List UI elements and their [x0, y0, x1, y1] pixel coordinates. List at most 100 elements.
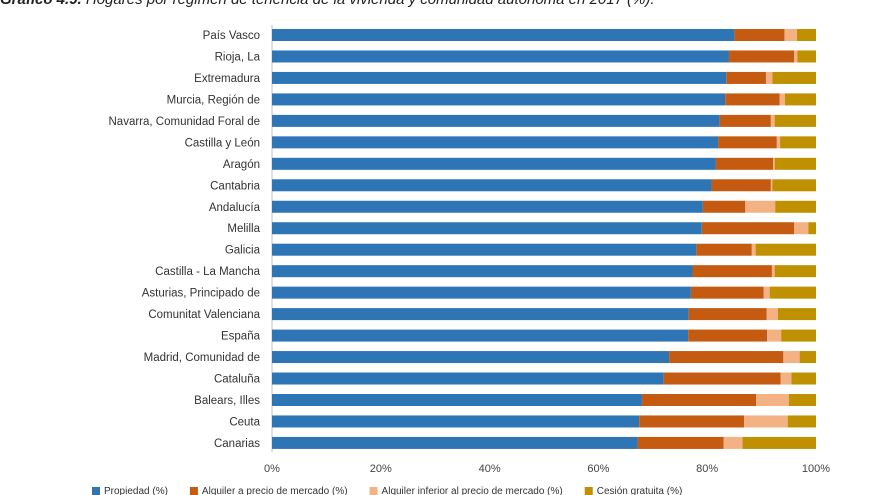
bar-madrid-comunidad-de-series-2	[669, 351, 784, 364]
bar-rioja-la-series-4	[797, 50, 816, 63]
bar-rioja-la-series-2	[728, 50, 795, 63]
bar-castilla-y-leon-series-2	[718, 136, 777, 149]
chart-title-text: Hogares por régimen de tenencia de la vi…	[86, 0, 655, 8]
legend-label-1: Propiedad (%)	[104, 486, 168, 495]
bar-comunitat-valenciana-series-4	[777, 308, 816, 321]
bar-comunitat-valenciana-series-2	[688, 308, 767, 321]
bar-ceuta-series-2	[639, 415, 745, 428]
category-label-comunitat-valenciana: Comunitat Valenciana	[148, 309, 260, 321]
bar-castilla-y-leon-series-4	[780, 136, 816, 149]
bar-balears-illes-series-1	[272, 393, 642, 406]
legend-label-2: Alquiler a precio de mercado (%)	[202, 486, 348, 495]
bar-pais-vasco-series-3	[784, 29, 797, 41]
bar-cantabria-series-2	[711, 179, 771, 192]
category-label-espana: España	[221, 331, 261, 343]
category-label-pais-vasco: País Vasco	[203, 30, 260, 42]
bar-andalucia-series-3	[745, 200, 776, 213]
category-label-madrid-comunidad-de: Madrid, Comunidad de	[144, 352, 260, 364]
category-label-ceuta: Ceuta	[229, 416, 260, 428]
bar-espana-series-3	[767, 329, 782, 342]
bar-melilla-series-4	[808, 222, 816, 235]
bar-galicia-series-4	[755, 243, 816, 256]
category-label-navarra-comunidad-foral-de: Navarra, Comunidad Foral de	[109, 116, 261, 128]
bar-navarra-comunidad-foral-de-series-2	[719, 114, 771, 127]
bar-cataluna-series-3	[780, 372, 792, 385]
bar-aragon-series-1	[272, 157, 716, 170]
bar-balears-illes-series-4	[788, 393, 816, 406]
category-label-canarias: Canarias	[214, 438, 260, 450]
bar-galicia-series-3	[751, 243, 756, 256]
bar-cataluna-series-2	[663, 372, 781, 385]
bar-murcia-region-de-series-4	[784, 93, 816, 106]
bar-cataluna-series-1	[272, 372, 664, 385]
bar-aragon-series-2	[715, 157, 774, 170]
bar-aragon-series-4	[774, 157, 816, 170]
bar-ceuta-series-3	[744, 415, 788, 428]
bar-andalucia-series-2	[702, 200, 746, 213]
bar-espana-series-1	[272, 329, 689, 342]
bar-madrid-comunidad-de-series-1	[272, 351, 670, 364]
bar-comunitat-valenciana-series-3	[766, 308, 778, 321]
bar-murcia-region-de-series-1	[272, 93, 726, 106]
bar-melilla-series-1	[272, 222, 702, 235]
bar-canarias-series-2	[637, 436, 724, 449]
bar-navarra-comunidad-foral-de-series-4	[774, 114, 816, 127]
bar-canarias-series-4	[742, 436, 816, 449]
bar-castilla-la-mancha-series-3	[771, 265, 775, 278]
category-label-melilla: Melilla	[227, 223, 260, 235]
bar-navarra-comunidad-foral-de-series-1	[272, 114, 720, 127]
category-label-andalucia: Andalucía	[209, 202, 261, 214]
bar-castilla-la-mancha-series-2	[692, 265, 772, 278]
bar-galicia-series-1	[272, 243, 697, 256]
x-tick-label-80: 80%	[696, 463, 718, 475]
bar-cantabria-series-3	[770, 179, 773, 192]
bar-ceuta-series-1	[272, 415, 640, 428]
bar-comunitat-valenciana-series-1	[272, 308, 689, 321]
bar-asturias-principado-de-series-2	[690, 286, 764, 299]
bar-asturias-principado-de-series-1	[272, 286, 691, 299]
x-tick-label-40: 40%	[479, 463, 501, 475]
x-tick-label-100: 100%	[802, 463, 830, 475]
category-label-rioja-la: Rioja, La	[215, 51, 261, 63]
bar-pais-vasco-series-1	[272, 29, 735, 41]
bar-andalucia-series-1	[272, 200, 703, 213]
bar-murcia-region-de-series-2	[725, 93, 780, 106]
bar-andalucia-series-4	[775, 200, 816, 213]
bar-pais-vasco-series-2	[734, 29, 785, 41]
x-tick-label-0: 0%	[264, 463, 280, 475]
bar-extremadura-series-4	[772, 71, 816, 84]
legend-swatch-1	[92, 487, 100, 495]
category-label-murcia-region-de: Murcia, Región de	[167, 94, 260, 106]
bar-galicia-series-2	[696, 243, 752, 256]
bar-espana-series-2	[688, 329, 768, 342]
bar-canarias-series-1	[272, 436, 638, 449]
category-label-cantabria: Cantabria	[210, 180, 260, 192]
category-label-castilla-la-mancha: Castilla - La Mancha	[155, 266, 260, 278]
x-tick-label-20: 20%	[370, 463, 392, 475]
bar-madrid-comunidad-de-series-4	[799, 351, 816, 364]
bar-navarra-comunidad-foral-de-series-3	[770, 114, 775, 127]
bar-balears-illes-series-3	[756, 393, 789, 406]
category-label-galicia: Galicia	[225, 245, 261, 257]
bar-extremadura-series-2	[726, 71, 766, 84]
bar-ceuta-series-4	[787, 415, 816, 428]
bar-melilla-series-3	[794, 222, 809, 235]
category-label-balears-illes: Balears, Illes	[194, 395, 260, 407]
bar-pais-vasco-series-4	[796, 29, 816, 41]
category-label-cataluna: Cataluña	[214, 374, 261, 386]
bar-cataluna-series-4	[791, 372, 816, 385]
bar-aragon-series-3	[773, 157, 775, 170]
chart-title: Gráfico 4.9. Hogares por régimen de tene…	[0, 0, 880, 11]
bar-murcia-region-de-series-3	[779, 93, 785, 106]
bar-balears-illes-series-2	[641, 393, 757, 406]
category-label-aragon: Aragón	[223, 159, 260, 171]
bar-extremadura-series-3	[765, 71, 773, 84]
bar-castilla-y-leon-series-3	[776, 136, 781, 149]
bar-cantabria-series-1	[272, 179, 712, 192]
legend-label-4: Cesión gratuita (%)	[597, 486, 683, 495]
bar-asturias-principado-de-series-3	[763, 286, 770, 299]
legend-label-3: Alquiler inferior al precio de mercado (…	[382, 486, 563, 495]
category-label-asturias-principado-de: Asturias, Principado de	[142, 288, 260, 300]
bar-espana-series-4	[781, 329, 816, 342]
